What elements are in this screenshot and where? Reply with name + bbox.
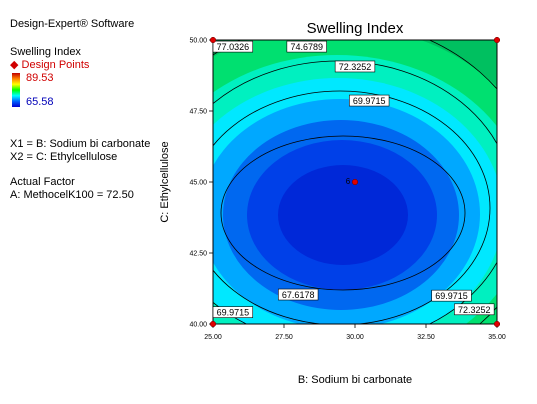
contour-label-text: 69.9715 bbox=[435, 291, 468, 301]
contour-label: 69.9715 bbox=[212, 306, 254, 318]
design-points-legend: ◆ Design Points bbox=[10, 59, 89, 72]
contour-fill bbox=[213, 40, 497, 324]
contour-label-box bbox=[454, 303, 495, 316]
x-tick-label: 30.00 bbox=[346, 334, 364, 341]
contour-label-text: 72.3252 bbox=[339, 62, 372, 72]
contour-label-box bbox=[349, 94, 390, 107]
legend-max-value: 89.53 bbox=[26, 72, 54, 84]
contour-label-box bbox=[431, 289, 472, 302]
y-tick-label: 45.00 bbox=[189, 180, 207, 187]
contour-label-text: 77.0326 bbox=[217, 42, 250, 52]
contour-line-67 bbox=[220, 135, 466, 291]
contour-label: 72.3252 bbox=[334, 60, 376, 73]
x-tick-label: 25.00 bbox=[204, 334, 222, 341]
design-points: 6 bbox=[209, 36, 501, 328]
software-name: Design-Expert® Software bbox=[10, 18, 135, 30]
contour-label-box bbox=[334, 60, 376, 73]
y-tick-label: 47.50 bbox=[189, 109, 207, 116]
factor-x2: X2 = C: Ethylcellulose bbox=[10, 151, 118, 163]
y-tick-label: 40.00 bbox=[189, 322, 207, 329]
design-points-label: Design Points bbox=[21, 59, 90, 71]
contour-label-text: 72.3252 bbox=[458, 305, 491, 315]
contour-label: 74.6789 bbox=[286, 40, 327, 53]
contour-label: 69.9715 bbox=[349, 94, 390, 107]
actual-factor-value: A: MethocelK100 = 72.50 bbox=[10, 189, 134, 201]
contour-line-69 bbox=[213, 90, 491, 324]
contour-label: 72.3252 bbox=[454, 303, 495, 316]
x-tick-label: 27.50 bbox=[275, 334, 293, 341]
design-point-count: 6 bbox=[346, 177, 351, 186]
contour-label-text: 74.6789 bbox=[290, 42, 323, 52]
contour-label-text: 69.9715 bbox=[217, 308, 250, 318]
x-axis-label: B: Sodium bi carbonate bbox=[298, 374, 412, 386]
y-axis-label: C: Ethylcellulose bbox=[159, 141, 171, 222]
contour-label-box bbox=[278, 288, 319, 301]
contour-label-box bbox=[286, 40, 327, 53]
contour-label-box bbox=[212, 40, 254, 53]
actual-factor-title: Actual Factor bbox=[10, 176, 75, 188]
design-point bbox=[493, 320, 501, 328]
legend-min-value: 65.58 bbox=[26, 96, 54, 108]
y-tick-label: 42.50 bbox=[189, 251, 207, 258]
contour-label: 67.6178 bbox=[278, 288, 319, 301]
design-point bbox=[209, 320, 217, 328]
contour-label-text: 69.9715 bbox=[353, 96, 386, 106]
contour-labels: 77.0326 74.6789 72.3252 69.9715 67.6178 69.97… bbox=[212, 40, 495, 318]
chart-title: Swelling Index bbox=[307, 20, 404, 37]
contour-label: 69.9715 bbox=[431, 289, 472, 302]
color-scale-bar bbox=[12, 73, 20, 107]
x-tick-label: 35.00 bbox=[488, 334, 506, 341]
x-tick-label: 32.50 bbox=[417, 334, 435, 341]
y-tick-label: 50.00 bbox=[189, 38, 207, 45]
contour-label-text: 67.6178 bbox=[282, 290, 315, 300]
design-point bbox=[493, 36, 501, 44]
design-point-marker-icon: ◆ bbox=[10, 59, 19, 71]
design-point bbox=[209, 36, 217, 44]
contour-label-box bbox=[212, 306, 254, 318]
legend-response-name: Swelling Index bbox=[10, 46, 81, 58]
axis-ticks: 25.00 27.50 30.00 32.50 35.00 40.00 42.50 45.00… bbox=[189, 38, 505, 342]
contour-label: 77.0326 bbox=[212, 40, 254, 53]
design-point bbox=[351, 178, 359, 186]
factor-x1: X1 = B: Sodium bi carbonate bbox=[10, 138, 151, 150]
